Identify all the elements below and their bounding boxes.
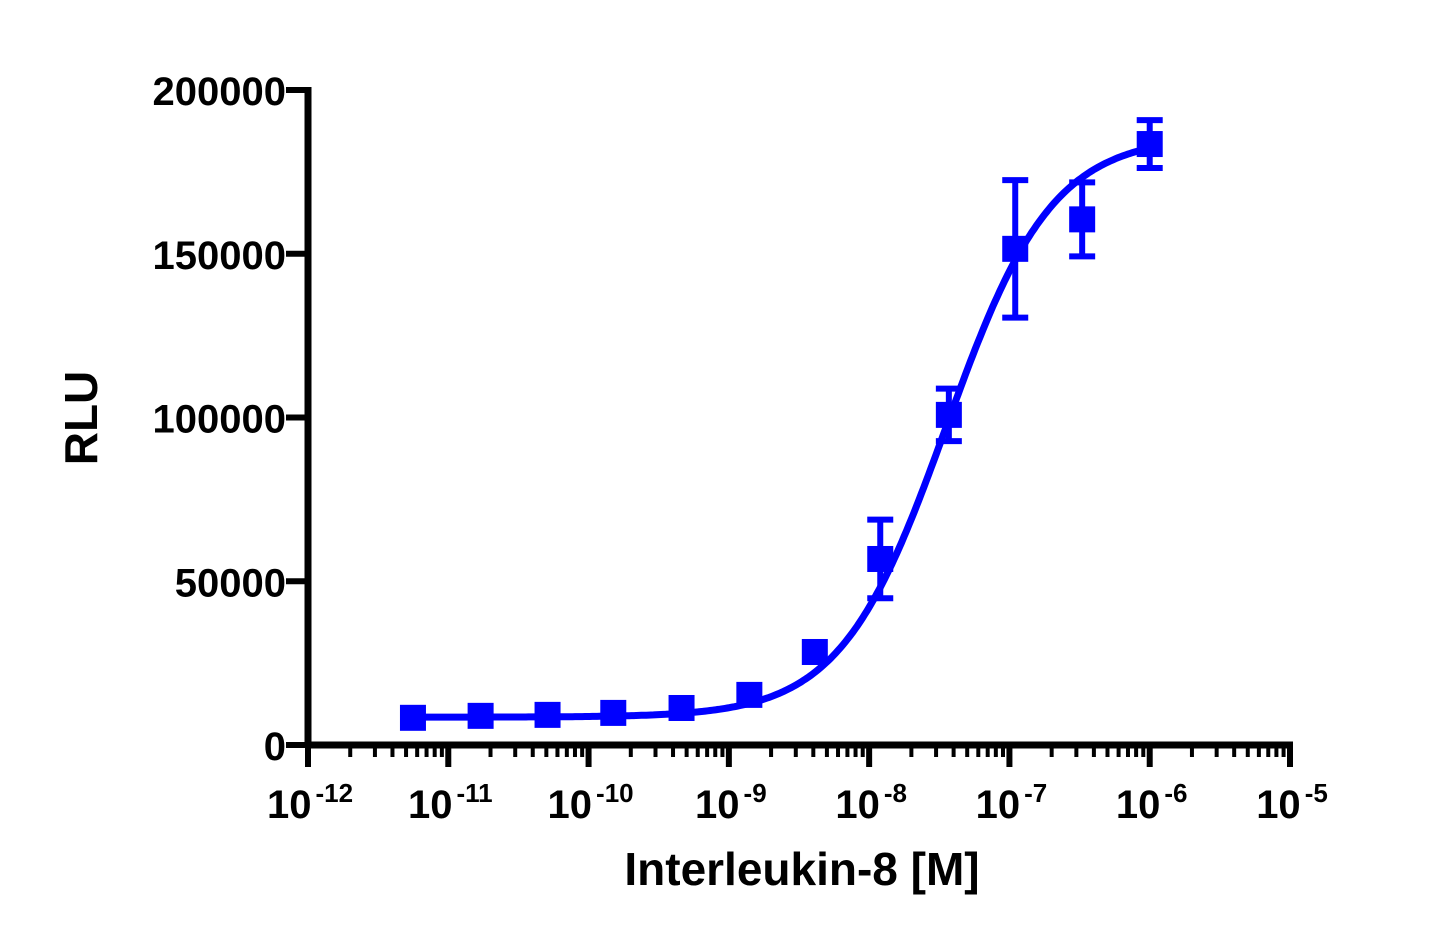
x-tick-label: 10 -7: [976, 778, 1048, 827]
data-point: [668, 694, 695, 721]
data-point: [736, 681, 763, 708]
y-tick-label: 0: [264, 725, 286, 769]
y-tick-label: 50000: [175, 561, 286, 605]
x-tick-label: 10 -5: [1256, 778, 1328, 827]
data-points: [399, 117, 1163, 731]
x-tick-label: 10 -12: [267, 778, 353, 827]
data-point: [801, 638, 828, 665]
data-point: [935, 401, 962, 428]
data-point: [534, 701, 561, 728]
fit-curve-group: [413, 144, 1151, 721]
x-tick-label: 10 -9: [695, 778, 767, 827]
data-point: [867, 545, 894, 572]
y-tick-label: 150000: [153, 234, 286, 278]
x-axis-label: Interleukin-8 [M]: [624, 843, 979, 895]
y-axis-label: RLU: [55, 371, 107, 466]
x-tick-label: 10 -6: [1116, 778, 1188, 827]
y-tick-label: 100000: [153, 398, 286, 442]
data-point: [1002, 235, 1029, 262]
data-point: [1069, 206, 1096, 233]
y-tick-label: 200000: [153, 70, 286, 114]
data-point: [1136, 131, 1163, 158]
axes: 0 50000 100000 150000 200000 10 -12 10 -11 10 -10 1…: [153, 70, 1328, 827]
x-tick-label: 10 -11: [408, 778, 493, 827]
x-tick-label: 10 -8: [835, 778, 907, 827]
data-point: [467, 702, 494, 729]
fit-curve: [413, 144, 1151, 721]
x-tick-label: 10 -10: [548, 778, 634, 827]
data-point: [600, 699, 627, 726]
data-point: [399, 704, 426, 731]
